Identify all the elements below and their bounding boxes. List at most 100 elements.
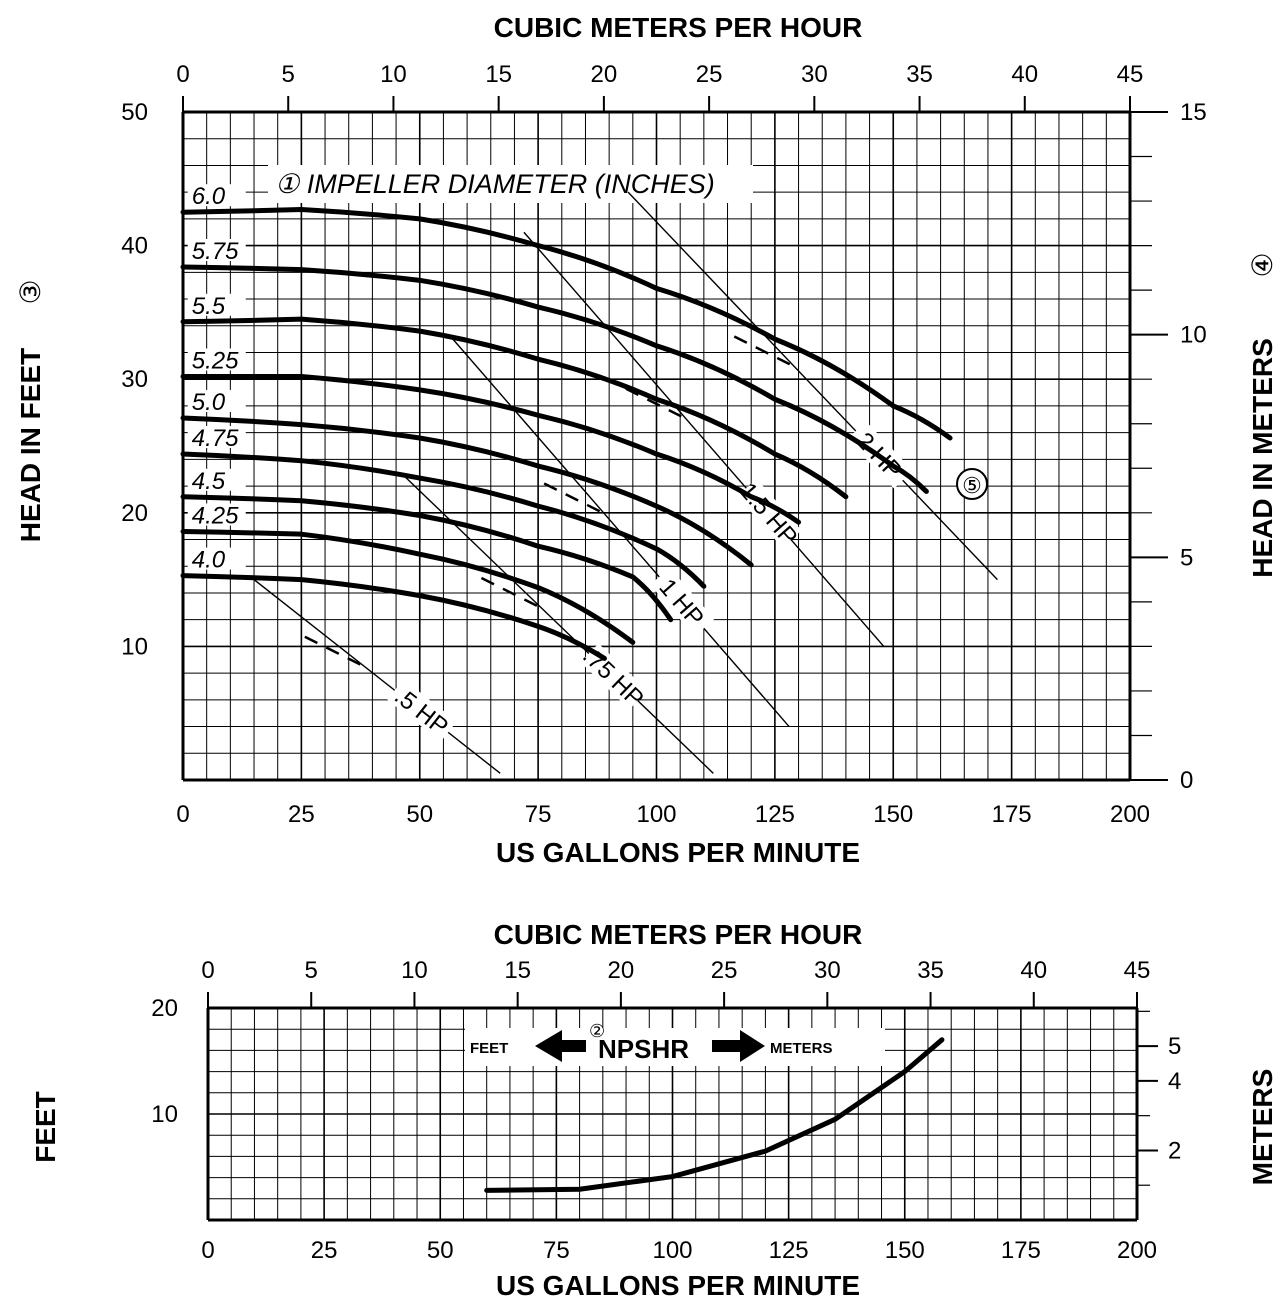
hp-label-group: .75 HP — [577, 642, 649, 712]
impeller-annotation-box — [268, 165, 753, 203]
impeller-curve-label: 5.5 — [192, 293, 226, 320]
x-tick-label: 25 — [288, 801, 315, 828]
curve-label-bg — [187, 238, 246, 261]
npsh-title-marker: ② — [589, 1021, 605, 1041]
main-chart-series: 6.0 5.75 5.5 5.25 5.0 4.75 4.5 4.25 4.0 — [180, 183, 953, 661]
x-tick-label: 50 — [406, 801, 433, 828]
x-tick-label: 200 — [1110, 801, 1150, 828]
y-tick-label: 10 — [151, 1101, 178, 1128]
x-tick-label: 175 — [992, 801, 1032, 828]
main-y2-axis-title: HEAD IN METERS — [1247, 338, 1277, 578]
curve-label-bg — [187, 184, 246, 207]
impeller-curve — [180, 451, 707, 589]
x2-tick-label: 5 — [282, 61, 295, 88]
y2-tick-label: 10 — [1180, 322, 1207, 349]
hp-dashed-guide — [625, 387, 687, 420]
hp-line — [627, 191, 998, 581]
impeller-curve — [180, 264, 929, 494]
y-tick-label: 30 — [121, 366, 148, 393]
y-tick-label: 20 — [121, 500, 148, 527]
x-tick-label: 100 — [636, 801, 676, 828]
impeller-curve-label: 4.0 — [192, 547, 226, 574]
x2-tick-label: 35 — [906, 61, 933, 88]
x-tick-label: 0 — [176, 801, 189, 828]
impeller-curve-label: 5.75 — [192, 238, 239, 265]
y-tick-label: 50 — [121, 99, 148, 126]
npsh-legend-feet: FEET — [470, 1040, 508, 1057]
x2-tick-label: 25 — [696, 61, 723, 88]
x2-tick-label: 0 — [201, 957, 214, 984]
y-tick-label: 40 — [121, 233, 148, 260]
main-x-axis-title: US GALLONS PER MINUTE — [496, 837, 860, 868]
main-power-lines: .5 HP .75 HP1 HP1.5 HP2 HP — [253, 191, 998, 774]
npsh-x2-axis-title: CUBIC METERS PER HOUR — [494, 919, 863, 950]
curve-label-bg — [187, 426, 246, 449]
impeller-annotation: ① IMPELLER DIAMETER (INCHES) — [275, 169, 715, 199]
main-y-axis-title: HEAD IN FEET — [15, 348, 46, 542]
hp-line — [523, 231, 885, 647]
curve-label-bg — [187, 468, 246, 491]
x-tick-label: 200 — [1117, 1237, 1157, 1264]
x2-tick-label: 10 — [380, 61, 407, 88]
arrow-right-icon — [712, 1030, 765, 1062]
main-y2-axis-marker: ④ — [1247, 252, 1277, 277]
y2-tick-label: 5 — [1180, 544, 1193, 571]
x2-tick-label: 15 — [485, 61, 512, 88]
y2-tick-label: 5 — [1168, 1033, 1181, 1060]
hp-dashed-guide — [480, 576, 542, 610]
x-tick-label: 125 — [755, 801, 795, 828]
impeller-curve-label: 4.5 — [192, 468, 226, 495]
npshr-curve — [484, 1037, 945, 1193]
impeller-curve — [180, 415, 754, 568]
power-marker: ⑤ — [962, 473, 982, 498]
impeller-curve — [180, 316, 849, 500]
x2-tick-label: 20 — [591, 61, 618, 88]
curve-label-bg — [187, 389, 246, 412]
hp-dashed-guide — [733, 335, 795, 368]
x-tick-label: 75 — [543, 1237, 570, 1264]
x-tick-label: 50 — [427, 1237, 454, 1264]
x2-tick-label: 20 — [608, 957, 635, 984]
x2-tick-label: 10 — [401, 957, 428, 984]
curve-label-bg — [187, 547, 246, 570]
npsh-legend-meters: METERS — [770, 1040, 833, 1057]
npsh-chart-series — [484, 1037, 945, 1193]
x2-tick-label: 0 — [176, 61, 189, 88]
curve-label-bg — [187, 293, 246, 316]
impeller-curve-label: 6.0 — [192, 183, 226, 210]
impeller-curve-label: 4.25 — [192, 503, 239, 530]
x-tick-label: 100 — [652, 1237, 692, 1264]
x2-tick-label: 30 — [814, 957, 841, 984]
y2-tick-label: 2 — [1168, 1137, 1181, 1164]
power-marker-circle — [956, 468, 988, 500]
x-tick-label: 150 — [873, 801, 913, 828]
x-tick-label: 25 — [311, 1237, 338, 1264]
y-tick-label: 20 — [151, 995, 178, 1022]
npsh-y-axis-title: FEET — [30, 1091, 61, 1163]
main-y-axis-marker: ③ — [15, 279, 46, 304]
npsh-y2-axis-title: METERS — [1247, 1069, 1277, 1186]
impeller-curve-label: 5.25 — [192, 348, 239, 375]
y2-tick-label: 4 — [1168, 1068, 1181, 1095]
x-tick-label: 75 — [525, 801, 552, 828]
impeller-curve-label: 4.75 — [192, 425, 239, 452]
x-tick-label: 0 — [201, 1237, 214, 1264]
y2-tick-label: 0 — [1180, 767, 1193, 794]
x2-tick-label: 35 — [917, 957, 944, 984]
hp-line — [253, 579, 501, 774]
impeller-curve — [180, 374, 802, 525]
impeller-curve — [180, 207, 953, 441]
hp-label-bg — [580, 643, 648, 710]
arrow-left-icon — [535, 1030, 586, 1062]
impeller-curve-label: 5.0 — [192, 389, 226, 416]
x2-tick-label: 25 — [711, 957, 738, 984]
x-tick-label: 175 — [1001, 1237, 1041, 1264]
x2-tick-label: 40 — [1011, 61, 1038, 88]
hp-dashed-guide — [543, 482, 605, 515]
impeller-curve — [180, 529, 636, 645]
x-tick-label: 125 — [769, 1237, 809, 1264]
